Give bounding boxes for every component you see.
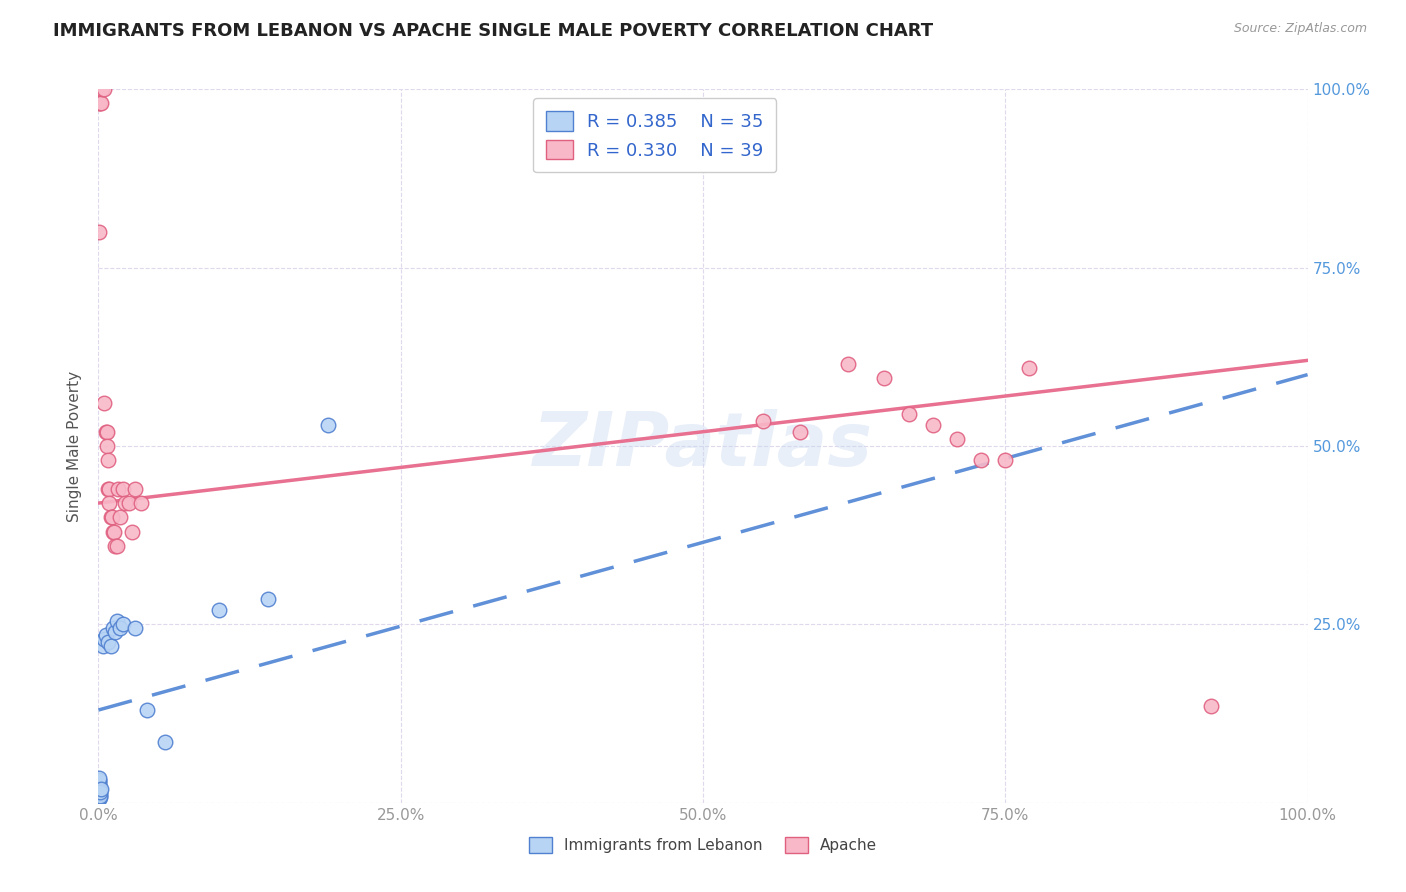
Point [101,524,124,539]
Point [87,785,110,799]
Point [90,96,112,111]
Point [96,439,118,453]
Point [98,482,121,496]
Point [1018,360,1040,375]
Point [316,417,339,432]
Text: Source: ZipAtlas.com: Source: ZipAtlas.com [1233,22,1367,36]
Point [94,425,117,439]
Point [124,621,146,635]
Point [89,785,111,799]
Legend: Immigrants from Lebanon, Apache: Immigrants from Lebanon, Apache [523,830,883,859]
Point [93,82,115,96]
Point [87,780,110,794]
Point [100,510,122,524]
Point [105,614,128,628]
Point [208,603,231,617]
Point [118,496,141,510]
Point [129,496,152,510]
Point [87,781,110,796]
Point [90,781,112,796]
Point [108,510,131,524]
Point [897,407,920,421]
Point [87,789,110,803]
Point [108,621,131,635]
Point [87,776,110,790]
Point [89,789,111,803]
Point [111,482,134,496]
Point [1199,699,1222,714]
Point [89,96,111,111]
Point [107,482,129,496]
Point [87,772,110,787]
Point [87,790,110,805]
Point [87,792,110,806]
Point [256,592,278,607]
Y-axis label: Single Male Poverty: Single Male Poverty [67,370,83,522]
Point [98,496,121,510]
Point [752,414,775,428]
Point [94,628,117,642]
Point [837,357,859,371]
Point [100,510,122,524]
Point [96,425,118,439]
Point [921,417,943,432]
Point [93,632,115,646]
Point [100,639,122,653]
Point [873,371,896,385]
Point [89,787,111,801]
Point [87,787,110,801]
Point [970,453,993,467]
Point [87,778,110,792]
Point [87,225,110,239]
Point [789,425,811,439]
Point [121,524,143,539]
Text: IMMIGRANTS FROM LEBANON VS APACHE SINGLE MALE POVERTY CORRELATION CHART: IMMIGRANTS FROM LEBANON VS APACHE SINGLE… [53,22,934,40]
Point [946,432,969,446]
Point [104,539,127,553]
Point [103,524,125,539]
Point [105,539,128,553]
Point [91,639,114,653]
Point [104,624,127,639]
Point [97,482,120,496]
Point [97,635,120,649]
Point [89,790,111,805]
Point [101,621,124,635]
Point [87,783,110,797]
Point [994,453,1017,467]
Point [93,396,115,410]
Point [87,774,110,789]
Point [87,771,110,785]
Point [91,82,114,96]
Point [124,482,146,496]
Point [153,735,176,749]
Text: ZIPatlas: ZIPatlas [533,409,873,483]
Point [97,453,120,467]
Point [114,496,136,510]
Point [87,96,110,111]
Point [111,617,134,632]
Point [135,703,157,717]
Point [89,783,111,797]
